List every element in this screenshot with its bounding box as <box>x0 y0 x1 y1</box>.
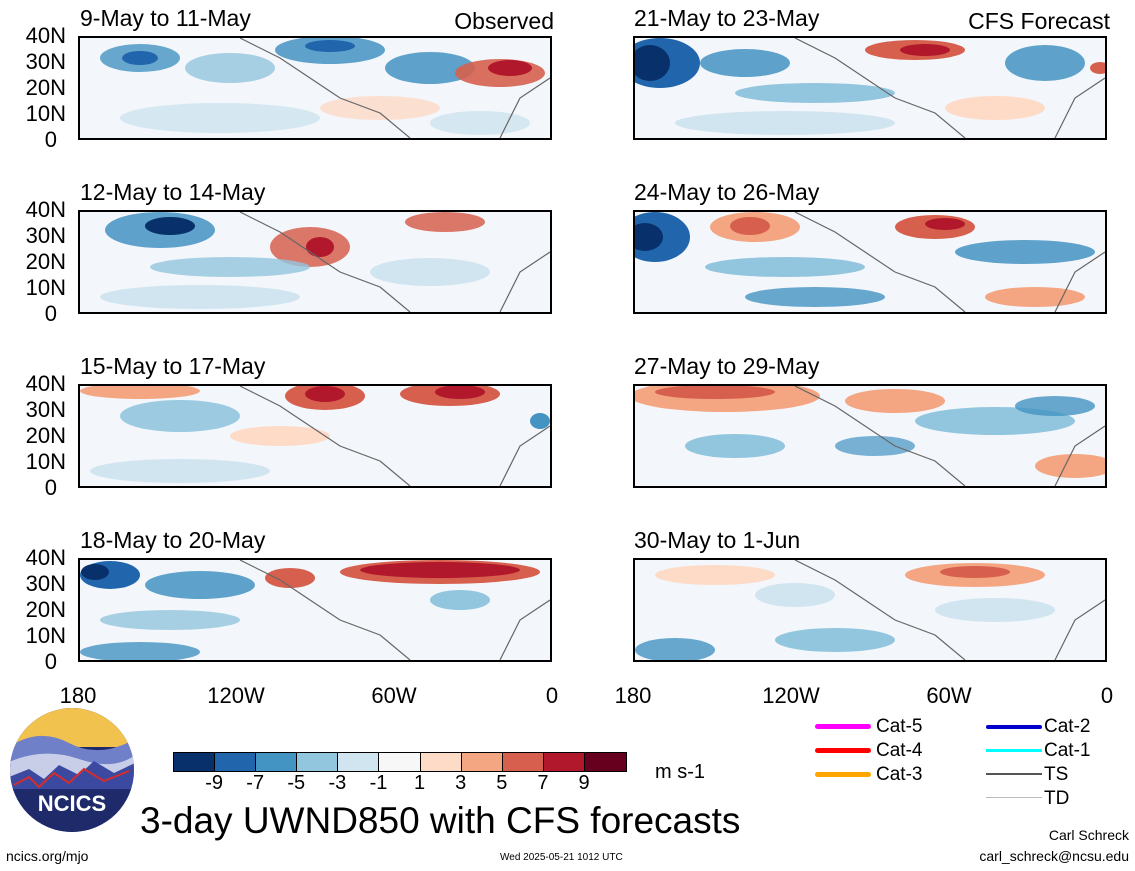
lat-label: 30N <box>25 397 66 422</box>
lat-label: 40N <box>25 23 66 48</box>
panel-title: 27-May to 29-May <box>634 353 820 379</box>
footer-timestamp: Wed 2025-05-21 1012 UTC <box>500 852 623 863</box>
wind-map <box>78 210 552 314</box>
colorbar-swatch <box>543 753 585 771</box>
colorbar-tick-label: 3 <box>455 772 467 794</box>
logo-text: NCICS <box>38 791 106 816</box>
panel-title: 12-May to 14-May <box>80 179 266 205</box>
colorbar-tick-label: -1 <box>369 772 388 794</box>
legend-label: Cat-3 <box>876 764 923 785</box>
legend-label: Cat-5 <box>876 716 923 737</box>
colorbar-swatch <box>256 753 298 771</box>
lat-label: 30N <box>25 571 66 596</box>
colorbar-tick-label: -3 <box>328 772 347 794</box>
ncics-logo: NCICS <box>9 707 135 833</box>
lat-label: 10N <box>25 623 66 648</box>
wind-map <box>78 36 552 140</box>
legend-label: Cat-1 <box>1044 740 1091 761</box>
colorbar <box>173 752 628 772</box>
wind-map <box>633 384 1107 488</box>
panel-title: 15-May to 17-May <box>80 353 266 379</box>
lat-label: 10N <box>25 449 66 474</box>
wind-map <box>78 384 552 488</box>
lat-label: 40N <box>25 197 66 222</box>
lon-label: 180 <box>59 683 97 708</box>
lat-label: 0 <box>44 649 57 674</box>
colorbar-tick-label: -5 <box>287 772 306 794</box>
panel-title: 24-May to 26-May <box>634 179 820 205</box>
lat-label: 10N <box>25 101 66 126</box>
legend-line-cat1 <box>986 749 1042 752</box>
lon-label: 60W <box>371 683 417 708</box>
units-label: m s-1 <box>655 761 705 783</box>
wind-map <box>633 558 1107 662</box>
footer-url: ncics.org/mjo <box>6 848 89 864</box>
lat-label: 20N <box>25 249 66 274</box>
main-title: 3-day UWND850 with CFS forecasts <box>140 800 741 841</box>
legend-line-cat3 <box>815 772 871 777</box>
colorbar-tick-label: -9 <box>205 772 223 794</box>
wind-map <box>633 36 1107 140</box>
lat-label: 0 <box>44 301 57 326</box>
colorbar-tick-label: 7 <box>537 772 549 794</box>
lat-label: 20N <box>25 597 66 622</box>
legend-label: TS <box>1044 764 1069 785</box>
colorbar-tick-label: 9 <box>578 772 590 794</box>
panel-tag-forecast: CFS Forecast <box>968 8 1110 34</box>
colorbar-swatch <box>420 753 462 771</box>
panel-title: 21-May to 23-May <box>634 5 820 31</box>
lon-label: 120W <box>762 683 820 708</box>
panel-title: 30-May to 1-Jun <box>634 527 801 553</box>
lat-label: 30N <box>25 223 66 248</box>
legend-label: Cat-4 <box>876 740 923 761</box>
colorbar-swatch <box>379 753 421 771</box>
lat-label: 20N <box>25 75 66 100</box>
legend-line-cat4 <box>815 748 871 753</box>
colorbar-tick-label: 1 <box>414 772 426 794</box>
lat-label: 20N <box>25 423 66 448</box>
lon-label: 0 <box>1100 683 1114 708</box>
panel-title: 18-May to 20-May <box>80 527 266 553</box>
colorbar-swatch <box>215 753 257 771</box>
colorbar-swatch <box>338 753 380 771</box>
wind-map <box>633 210 1107 314</box>
colorbar-swatch <box>174 753 216 771</box>
colorbar-tick-label: -7 <box>246 772 265 794</box>
footer-author: Carl Schreck <box>1048 827 1129 843</box>
legend-line-td <box>986 797 1042 798</box>
lat-label: 40N <box>25 371 66 396</box>
legend-label: TD <box>1044 788 1070 809</box>
colorbar-swatch <box>584 753 627 771</box>
lat-label: 10N <box>25 275 66 300</box>
legend-line-cat5 <box>815 724 871 729</box>
lon-label: 60W <box>926 683 972 708</box>
footer-email: carl_schreck@ncsu.edu <box>979 848 1129 864</box>
panel-title: 9-May to 11-May <box>80 5 251 31</box>
lat-label: 30N <box>25 49 66 74</box>
colorbar-tick-label: 5 <box>496 772 508 794</box>
colorbar-swatch <box>297 753 339 771</box>
lat-label: 0 <box>44 127 57 152</box>
legend-line-cat2 <box>986 725 1042 729</box>
colorbar-swatch <box>502 753 544 771</box>
legend-line-ts <box>986 773 1042 775</box>
lat-label: 40N <box>25 545 66 570</box>
panel-tag-observed: Observed <box>454 8 554 34</box>
legend-label: Cat-2 <box>1044 716 1091 737</box>
lat-label: 0 <box>44 475 57 500</box>
lon-label: 120W <box>207 683 265 708</box>
lon-label: 180 <box>614 683 652 708</box>
lon-label: 0 <box>545 683 559 708</box>
colorbar-swatch <box>461 753 503 771</box>
wind-map <box>78 558 552 662</box>
